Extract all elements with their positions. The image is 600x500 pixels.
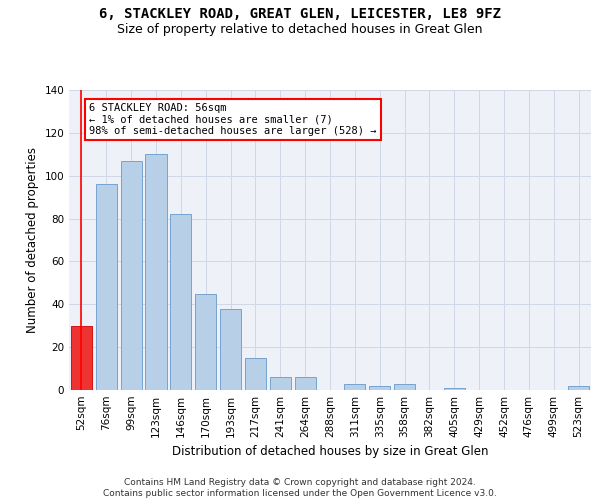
Bar bbox=[270, 377, 291, 390]
X-axis label: Distribution of detached houses by size in Great Glen: Distribution of detached houses by size … bbox=[172, 446, 488, 458]
Bar bbox=[344, 384, 365, 390]
Bar bbox=[121, 160, 142, 390]
Bar bbox=[145, 154, 167, 390]
Bar bbox=[568, 386, 589, 390]
Text: 6 STACKLEY ROAD: 56sqm
← 1% of detached houses are smaller (7)
98% of semi-detac: 6 STACKLEY ROAD: 56sqm ← 1% of detached … bbox=[89, 103, 376, 136]
Text: Contains HM Land Registry data © Crown copyright and database right 2024.
Contai: Contains HM Land Registry data © Crown c… bbox=[103, 478, 497, 498]
Y-axis label: Number of detached properties: Number of detached properties bbox=[26, 147, 39, 333]
Bar bbox=[195, 294, 216, 390]
Bar bbox=[394, 384, 415, 390]
Bar bbox=[245, 358, 266, 390]
Bar bbox=[295, 377, 316, 390]
Bar bbox=[220, 308, 241, 390]
Text: Size of property relative to detached houses in Great Glen: Size of property relative to detached ho… bbox=[117, 22, 483, 36]
Bar bbox=[71, 326, 92, 390]
Bar bbox=[444, 388, 465, 390]
Text: 6, STACKLEY ROAD, GREAT GLEN, LEICESTER, LE8 9FZ: 6, STACKLEY ROAD, GREAT GLEN, LEICESTER,… bbox=[99, 8, 501, 22]
Bar bbox=[369, 386, 390, 390]
Bar bbox=[170, 214, 191, 390]
Bar bbox=[96, 184, 117, 390]
